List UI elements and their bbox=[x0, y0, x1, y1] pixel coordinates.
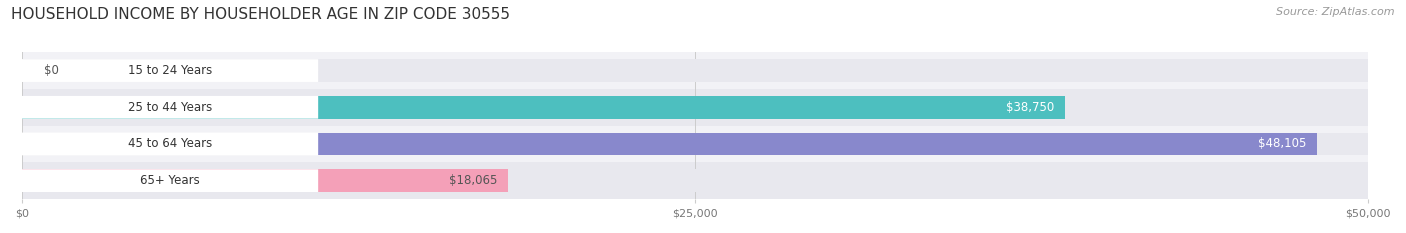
Bar bbox=[22, 96, 1066, 119]
Bar bbox=[22, 52, 1368, 89]
Text: 15 to 24 Years: 15 to 24 Years bbox=[128, 64, 212, 77]
Bar bbox=[22, 89, 1368, 126]
Bar bbox=[22, 169, 1368, 192]
Text: 45 to 64 Years: 45 to 64 Years bbox=[128, 137, 212, 151]
Text: 65+ Years: 65+ Years bbox=[141, 174, 200, 187]
Text: 25 to 44 Years: 25 to 44 Years bbox=[128, 101, 212, 114]
FancyBboxPatch shape bbox=[22, 59, 318, 82]
FancyBboxPatch shape bbox=[22, 169, 318, 192]
Bar bbox=[22, 169, 509, 192]
Bar bbox=[22, 162, 1368, 199]
Text: HOUSEHOLD INCOME BY HOUSEHOLDER AGE IN ZIP CODE 30555: HOUSEHOLD INCOME BY HOUSEHOLDER AGE IN Z… bbox=[11, 7, 510, 22]
Text: $48,105: $48,105 bbox=[1258, 137, 1306, 151]
Bar bbox=[22, 59, 1368, 82]
Text: $18,065: $18,065 bbox=[450, 174, 498, 187]
Bar bbox=[22, 133, 1317, 155]
Text: Source: ZipAtlas.com: Source: ZipAtlas.com bbox=[1277, 7, 1395, 17]
Bar bbox=[22, 126, 1368, 162]
FancyBboxPatch shape bbox=[22, 96, 318, 119]
Bar bbox=[22, 96, 1368, 119]
Text: $0: $0 bbox=[44, 64, 59, 77]
FancyBboxPatch shape bbox=[22, 133, 318, 155]
Text: $38,750: $38,750 bbox=[1007, 101, 1054, 114]
Bar bbox=[22, 133, 1368, 155]
